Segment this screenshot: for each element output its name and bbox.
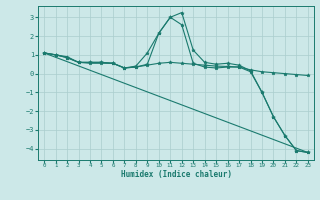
X-axis label: Humidex (Indice chaleur): Humidex (Indice chaleur) (121, 170, 231, 179)
